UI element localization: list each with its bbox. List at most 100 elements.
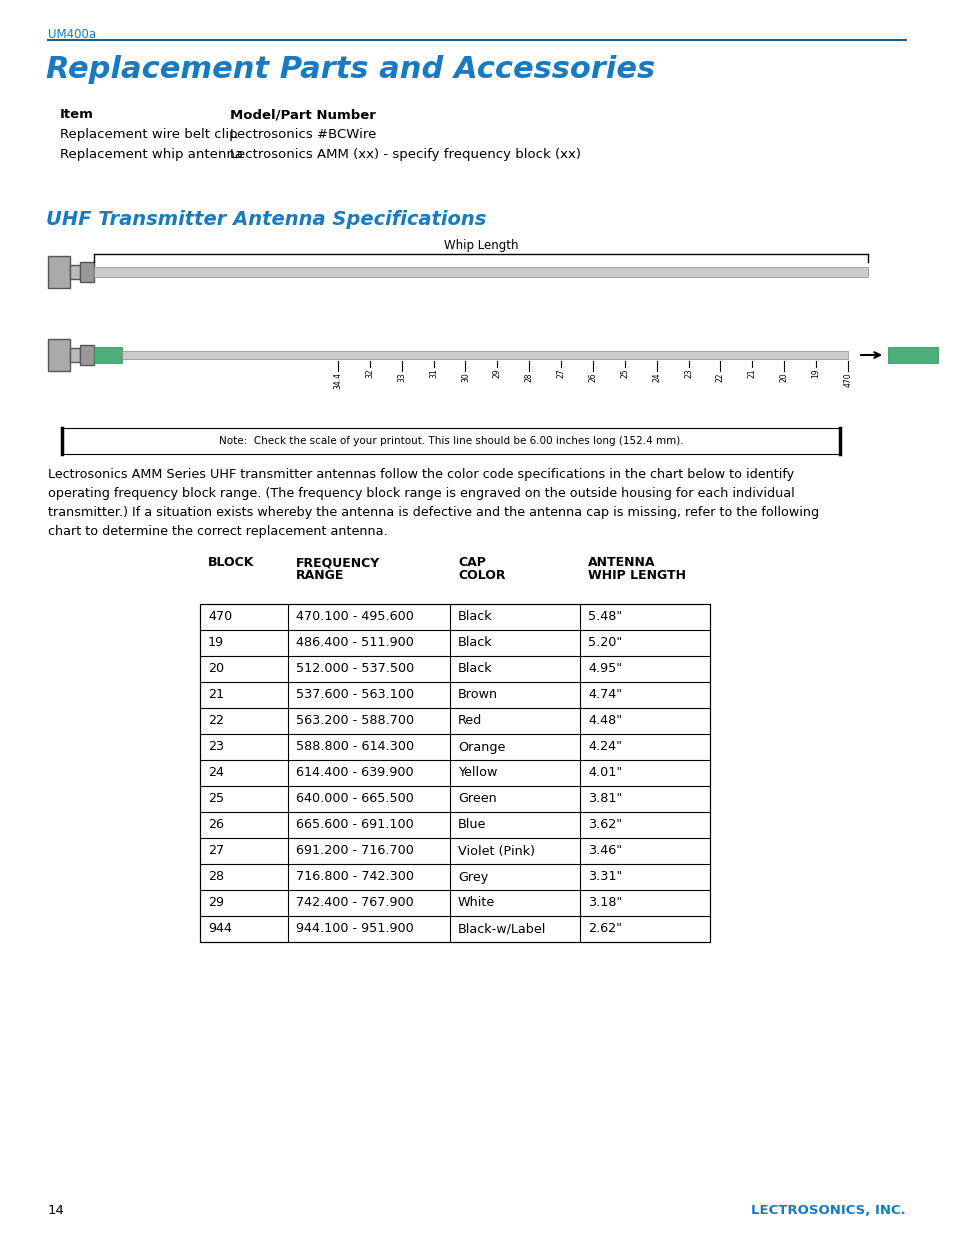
Text: 25: 25	[619, 368, 629, 378]
Text: 32: 32	[365, 368, 374, 378]
Bar	[48, 338, 70, 370]
Text: 28: 28	[524, 372, 533, 382]
Text: 27: 27	[556, 368, 565, 378]
Text: 28: 28	[208, 871, 224, 883]
Text: 3.31": 3.31"	[587, 871, 621, 883]
Text: 23: 23	[683, 368, 693, 378]
Text: 23: 23	[208, 741, 224, 753]
Text: 665.600 - 691.100: 665.600 - 691.100	[295, 819, 414, 831]
Text: 22: 22	[716, 372, 724, 382]
Text: 26: 26	[588, 372, 597, 382]
Bar	[94, 347, 122, 363]
Text: 29: 29	[208, 897, 224, 909]
Text: 27: 27	[208, 845, 224, 857]
Text: 26: 26	[208, 819, 224, 831]
Text: ANTENNA: ANTENNA	[587, 556, 655, 569]
Text: 3.62": 3.62"	[587, 819, 621, 831]
Text: 14: 14	[48, 1203, 65, 1216]
Text: UHF Transmitter Antenna Specifications: UHF Transmitter Antenna Specifications	[46, 210, 486, 228]
Text: 614.400 - 639.900: 614.400 - 639.900	[295, 767, 414, 779]
Bar	[200, 604, 709, 942]
Text: 21: 21	[208, 688, 224, 701]
Text: Orange: Orange	[457, 741, 505, 753]
Bar	[48, 256, 70, 288]
Text: Lectrosonics AMM (xx) - specify frequency block (xx): Lectrosonics AMM (xx) - specify frequenc…	[230, 148, 580, 161]
Text: 4.95": 4.95"	[587, 662, 621, 676]
Text: Note:  Check the scale of your printout. This line should be 6.00 inches long (1: Note: Check the scale of your printout. …	[218, 436, 682, 446]
Text: 4.48": 4.48"	[587, 715, 621, 727]
Text: CAP: CAP	[457, 556, 485, 569]
Bar	[887, 347, 937, 363]
Text: Black: Black	[457, 610, 492, 624]
Text: Green: Green	[457, 793, 497, 805]
Bar	[94, 267, 867, 277]
Text: 20: 20	[208, 662, 224, 676]
Text: COLOR: COLOR	[457, 569, 505, 582]
Text: 34.4: 34.4	[334, 372, 342, 389]
Text: WHIP LENGTH: WHIP LENGTH	[587, 569, 685, 582]
Text: 563.200 - 588.700: 563.200 - 588.700	[295, 715, 414, 727]
Text: Lectrosonics AMM Series UHF transmitter antennas follow the color code specifica: Lectrosonics AMM Series UHF transmitter …	[48, 468, 819, 538]
Text: Red: Red	[457, 715, 482, 727]
Bar	[70, 348, 80, 362]
Text: 25: 25	[208, 793, 224, 805]
Text: 33: 33	[396, 372, 406, 382]
Text: Grey: Grey	[457, 871, 488, 883]
Text: 24: 24	[208, 767, 224, 779]
Text: 5.20": 5.20"	[587, 636, 621, 650]
Text: White: White	[457, 897, 495, 909]
Text: Black: Black	[457, 662, 492, 676]
Bar	[62, 429, 840, 454]
Bar	[122, 351, 847, 359]
Text: 24: 24	[652, 372, 660, 382]
Text: 537.600 - 563.100: 537.600 - 563.100	[295, 688, 414, 701]
Text: 742.400 - 767.900: 742.400 - 767.900	[295, 897, 414, 909]
Text: 470.100 - 495.600: 470.100 - 495.600	[295, 610, 414, 624]
Text: Model/Part Number: Model/Part Number	[230, 107, 375, 121]
Text: RANGE: RANGE	[295, 569, 344, 582]
Text: 31: 31	[429, 368, 437, 378]
Text: Black-w/Label: Black-w/Label	[457, 923, 546, 935]
Text: 588.800 - 614.300: 588.800 - 614.300	[295, 741, 414, 753]
Text: 640.000 - 665.500: 640.000 - 665.500	[295, 793, 414, 805]
Text: 4.24": 4.24"	[587, 741, 621, 753]
Text: 29: 29	[493, 368, 501, 378]
Text: 19: 19	[811, 368, 820, 378]
Text: 3.81": 3.81"	[587, 793, 621, 805]
Text: Lectrosonics #BCWire: Lectrosonics #BCWire	[230, 128, 376, 141]
Text: Black: Black	[457, 636, 492, 650]
Text: 470: 470	[208, 610, 232, 624]
Text: 21: 21	[747, 368, 756, 378]
Text: FREQUENCY: FREQUENCY	[295, 556, 380, 569]
Bar	[80, 262, 94, 282]
Text: LECTROSONICS, INC.: LECTROSONICS, INC.	[750, 1203, 905, 1216]
Text: 30: 30	[460, 372, 470, 382]
Text: Brown: Brown	[457, 688, 497, 701]
Text: 486.400 - 511.900: 486.400 - 511.900	[295, 636, 414, 650]
Text: Whip Length: Whip Length	[443, 240, 517, 252]
Text: Replacement Parts and Accessories: Replacement Parts and Accessories	[46, 56, 655, 84]
Text: Blue: Blue	[457, 819, 486, 831]
Text: 3.18": 3.18"	[587, 897, 621, 909]
Bar	[70, 266, 80, 279]
Text: 691.200 - 716.700: 691.200 - 716.700	[295, 845, 414, 857]
Text: 22: 22	[208, 715, 224, 727]
Text: 2.62": 2.62"	[587, 923, 621, 935]
Text: Violet (Pink): Violet (Pink)	[457, 845, 535, 857]
Text: Item: Item	[60, 107, 93, 121]
Text: 4.74": 4.74"	[587, 688, 621, 701]
Text: 19: 19	[208, 636, 224, 650]
Text: 4.01": 4.01"	[587, 767, 621, 779]
Text: UM400a: UM400a	[48, 28, 96, 41]
Text: 944: 944	[208, 923, 232, 935]
Text: Replacement whip antenna: Replacement whip antenna	[60, 148, 243, 161]
Text: 512.000 - 537.500: 512.000 - 537.500	[295, 662, 414, 676]
Text: 5.48": 5.48"	[587, 610, 621, 624]
Text: 20: 20	[779, 372, 788, 382]
Text: Yellow: Yellow	[457, 767, 497, 779]
Text: 470: 470	[842, 372, 852, 387]
Text: BLOCK: BLOCK	[208, 556, 254, 569]
Text: Replacement wire belt clip: Replacement wire belt clip	[60, 128, 237, 141]
Bar	[80, 345, 94, 366]
Text: 3.46": 3.46"	[587, 845, 621, 857]
